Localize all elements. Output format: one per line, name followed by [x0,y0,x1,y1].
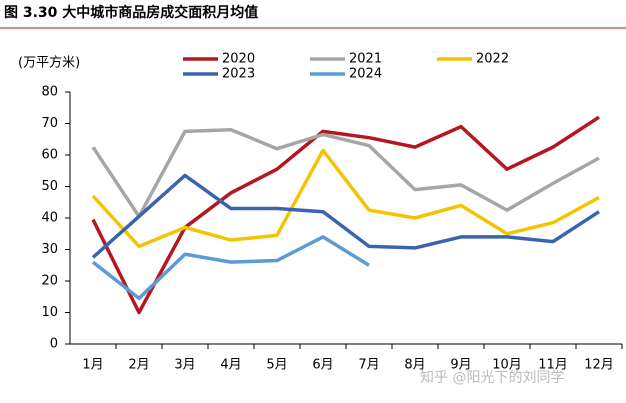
legend-label: 2022 [476,52,509,67]
x-tick-label: 3月 [174,358,195,373]
series-line [91,128,600,219]
y-tick-label: 70 [41,116,58,131]
x-tick-label: 4月 [220,358,241,373]
chart-title: 图 3.30 大中城市商品房成交面积月均值 [4,4,258,21]
series-line [91,173,600,259]
y-tick-label: 0 [50,337,58,352]
x-tick-label: 2月 [128,358,149,373]
x-tick-label: 8月 [404,358,425,373]
y-axis-label: (万平方米) [18,55,80,71]
legend-label: 2024 [349,67,382,82]
x-tick-label: 5月 [266,358,287,373]
y-tick-label: 20 [41,274,58,289]
legend-label: 2020 [222,52,255,67]
x-tick-label: 1月 [82,358,103,373]
series-line [91,235,370,301]
y-tick-label: 30 [41,242,58,257]
legend-label: 2023 [222,67,255,82]
y-tick-label: 50 [41,179,58,194]
y-tick-label: 80 [41,85,58,100]
x-tick-label: 10月 [492,358,522,373]
watermark: 知乎 @阳光下的刘同学 [420,369,564,386]
series-line [91,115,600,315]
x-tick-label: 9月 [450,358,471,373]
x-tick-label: 11月 [538,358,568,373]
x-tick-label: 7月 [358,358,379,373]
y-tick-label: 60 [41,148,58,163]
legend-label: 2021 [349,52,382,67]
x-tick-label: 12月 [584,358,614,373]
y-tick-label: 40 [41,211,58,226]
x-tick-label: 6月 [312,358,333,373]
series-line [91,148,600,249]
y-tick-label: 10 [41,305,58,320]
